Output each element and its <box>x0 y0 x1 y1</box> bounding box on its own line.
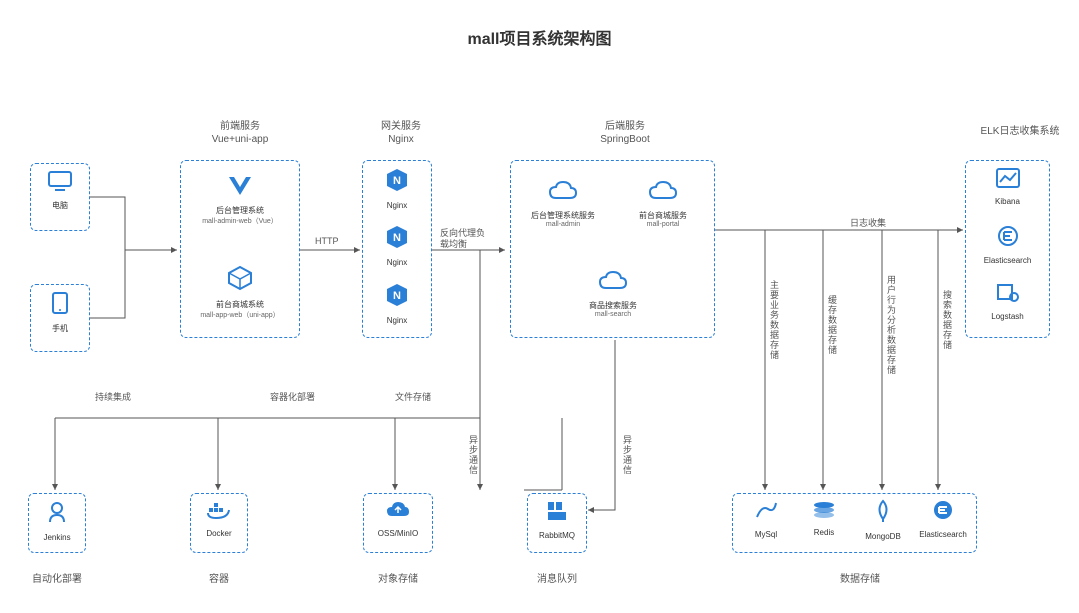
oss: OSS/MinIO <box>365 500 431 539</box>
cube-icon <box>227 265 253 291</box>
cloud-icon <box>548 180 578 202</box>
nginx-icon: N <box>386 168 408 192</box>
redis: Redis <box>798 499 850 538</box>
backend-portal: 前台商城服务 mall-portal <box>618 180 708 228</box>
logstash-icon <box>996 283 1020 303</box>
rabbit-cat: 消息队列 <box>520 570 594 585</box>
svg-text:N: N <box>393 232 401 244</box>
rabbitmq-icon <box>546 500 568 522</box>
client-pc: 电脑 <box>34 170 86 211</box>
nginx-2: N Nginx <box>367 225 427 268</box>
redis-vlabel: 缓存数据存储 <box>826 295 839 355</box>
ci-label: 持续集成 <box>95 390 131 403</box>
cloud-icon <box>648 180 678 202</box>
http-label: HTTP <box>315 236 339 246</box>
backend-title: 后端服务SpringBoot <box>585 120 665 146</box>
kibana: Kibana <box>970 168 1045 207</box>
mobile-icon <box>51 291 69 315</box>
oss-cat: 对象存储 <box>363 570 433 585</box>
chart-icon <box>996 168 1020 188</box>
docker-cat: 容器 <box>190 570 248 585</box>
async1-vlabel: 异步通信 <box>467 435 480 475</box>
diagram-title: mall项目系统架构图 <box>0 25 1079 49</box>
backend-search: 商品搜索服务 mall-search <box>568 270 658 318</box>
frontend-title: 前端服务Vue+uni-app <box>200 120 280 146</box>
es-db: Elasticsearch <box>912 499 974 540</box>
vue-icon <box>227 175 253 197</box>
proxy-label: 反向代理负载均衡 <box>440 228 490 250</box>
mysql-vlabel: 主要业务数据存储 <box>768 280 781 360</box>
frontend-app-title: 前台商城系统 <box>185 300 295 310</box>
elk-title: ELK日志收集系统 <box>975 125 1065 138</box>
nginx-3: N Nginx <box>367 283 427 326</box>
async2-vlabel: 异步通信 <box>621 435 634 475</box>
mongo: MongoDB <box>856 499 910 542</box>
jenkins: Jenkins <box>30 500 84 543</box>
svg-text:N: N <box>393 290 401 302</box>
db-cat: 数据存储 <box>820 570 900 585</box>
es-icon <box>997 225 1019 247</box>
frontend-app: 前台商城系统 mall-app-web（uni-app） <box>185 265 295 320</box>
rabbit: RabbitMQ <box>529 500 585 541</box>
es-icon <box>932 499 954 521</box>
monitor-icon <box>47 170 73 192</box>
nginx-icon: N <box>386 283 408 307</box>
docker: Docker <box>192 500 246 539</box>
frontend-admin-title: 后台管理系统 <box>185 206 295 216</box>
nginx-1: N Nginx <box>367 168 427 211</box>
client-pc-label: 电脑 <box>34 201 86 211</box>
svg-text:N: N <box>393 175 401 187</box>
logstash: Logstash <box>970 283 1045 322</box>
jenkins-icon <box>46 500 68 524</box>
mysql: MySql <box>740 499 792 540</box>
log-label: 日志收集 <box>850 216 886 229</box>
mongo-vlabel: 用户行为分析数据存储 <box>885 275 898 375</box>
container-label: 容器化部署 <box>270 390 315 403</box>
elasticsearch-elk: Elasticsearch <box>970 225 1045 266</box>
mongo-icon <box>874 499 892 523</box>
client-mobile-label: 手机 <box>34 324 86 334</box>
backend-admin: 后台管理系统服务 mall-admin <box>518 180 608 228</box>
file-label: 文件存储 <box>395 390 431 403</box>
nginx-icon: N <box>386 225 408 249</box>
mysql-icon <box>754 499 778 521</box>
gateway-title: 网关服务Nginx <box>376 120 426 146</box>
docker-icon <box>206 500 232 520</box>
redis-icon <box>812 499 836 519</box>
cloud-up-icon <box>385 500 411 520</box>
frontend-admin: 后台管理系统 mall-admin-web（Vue） <box>185 175 295 226</box>
cloud-icon <box>598 270 628 292</box>
frontend-app-sub: mall-app-web（uni-app） <box>185 310 295 320</box>
jenkins-cat: 自动化部署 <box>28 570 86 585</box>
client-mobile: 手机 <box>34 291 86 334</box>
es-vlabel: 搜索数据存储 <box>941 290 954 350</box>
frontend-admin-sub: mall-admin-web（Vue） <box>185 216 295 226</box>
